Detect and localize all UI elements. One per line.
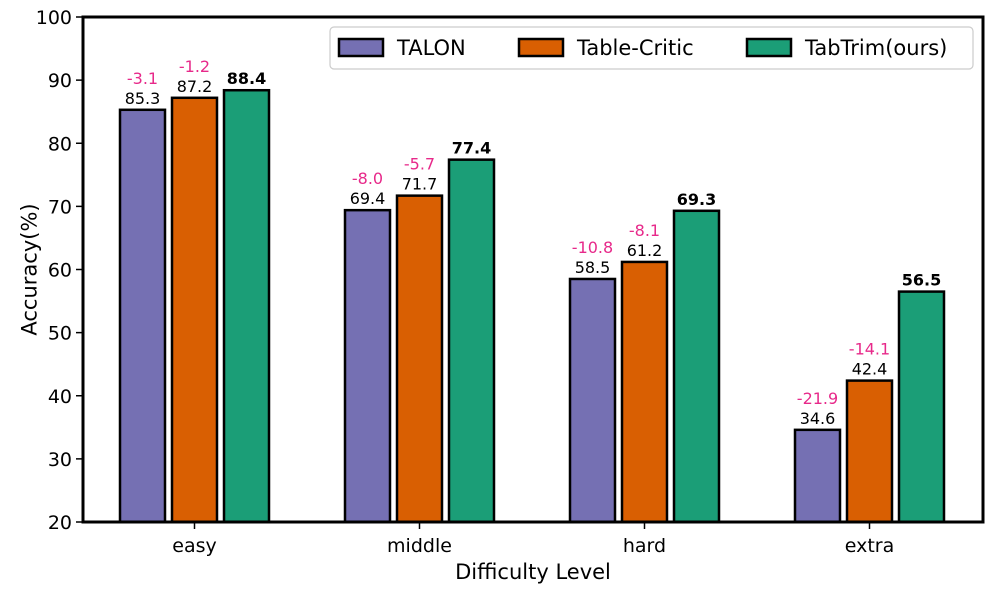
bar-talon-hard: [568, 277, 617, 524]
diff-label: -10.8: [572, 238, 613, 257]
y-tick-label: 80: [48, 133, 72, 155]
bar-table-critic-hard: [620, 260, 669, 524]
y-tick-label: 20: [48, 512, 72, 534]
diff-label: -3.1: [127, 69, 158, 88]
diff-label: -21.9: [797, 389, 838, 408]
bar-tabtrim-ours--middle: [447, 158, 496, 524]
value-label: 58.5: [575, 258, 611, 277]
legend-swatch-tabtrim-ours-: [745, 37, 793, 58]
labels-layer: 85.3-3.1 87.2-1.2 88.4 69.4-8.0 71.7-5.7 77.4…: [125, 57, 942, 428]
y-axis-title: Accuracy(%): [17, 203, 41, 335]
bar-table-critic-middle: [395, 194, 444, 524]
value-label: 88.4: [227, 69, 266, 88]
value-label: 42.4: [852, 360, 888, 379]
value-label: 34.6: [800, 409, 836, 428]
bar-tabtrim-ours--easy: [222, 88, 271, 524]
value-label: 56.5: [902, 271, 941, 290]
value-label: 77.4: [452, 139, 491, 158]
legend-label: TALON: [396, 36, 466, 60]
y-tick-label: 50: [48, 323, 72, 345]
x-axis-title: Difficulty Level: [455, 560, 611, 584]
axes-layer: 20 30 40 50 60 70 80 90 100 easy middle hard extra: [36, 7, 895, 557]
y-tick-label: 60: [48, 260, 72, 282]
diff-label: -1.2: [179, 57, 210, 76]
value-label: 71.7: [402, 175, 438, 194]
bar-talon-extra: [793, 428, 842, 524]
value-label: 87.2: [177, 77, 213, 96]
legend-label: Table-Critic: [576, 36, 694, 60]
legend: TALON Table-Critic TabTrim(ours): [329, 26, 974, 70]
diff-label: -5.7: [404, 155, 435, 174]
y-tick-label: 70: [48, 196, 72, 218]
bar-table-critic-easy: [170, 96, 219, 524]
x-tick-label-extra: extra: [845, 535, 895, 557]
y-tick-label: 30: [48, 449, 72, 471]
bar-talon-middle: [343, 208, 392, 524]
diff-label: -14.1: [849, 340, 890, 359]
value-label: 69.3: [677, 190, 716, 209]
y-tick-label: 100: [36, 7, 72, 29]
diff-label: -8.1: [629, 221, 660, 240]
legend-swatch-table-critic: [517, 37, 565, 58]
legend-box: [329, 26, 974, 70]
bar-tabtrim-ours--hard: [672, 209, 721, 524]
bar-talon-easy: [118, 108, 167, 524]
x-tick-label-hard: hard: [623, 535, 666, 557]
x-tick-label-middle: middle: [387, 535, 452, 557]
bars-layer: [118, 88, 946, 524]
y-tick-label: 90: [48, 70, 72, 92]
y-tick-label: 40: [48, 386, 72, 408]
value-label: 85.3: [125, 89, 161, 108]
diff-label: -8.0: [352, 169, 383, 188]
bar-table-critic-extra: [845, 379, 894, 524]
bar-tabtrim-ours--extra: [897, 290, 946, 524]
value-label: 61.2: [627, 241, 663, 260]
value-label: 69.4: [350, 189, 386, 208]
x-tick-label-easy: easy: [172, 535, 216, 557]
plot-frame: [81, 15, 985, 524]
legend-swatch-talon: [337, 37, 385, 58]
legend-label: TabTrim(ours): [804, 36, 947, 60]
